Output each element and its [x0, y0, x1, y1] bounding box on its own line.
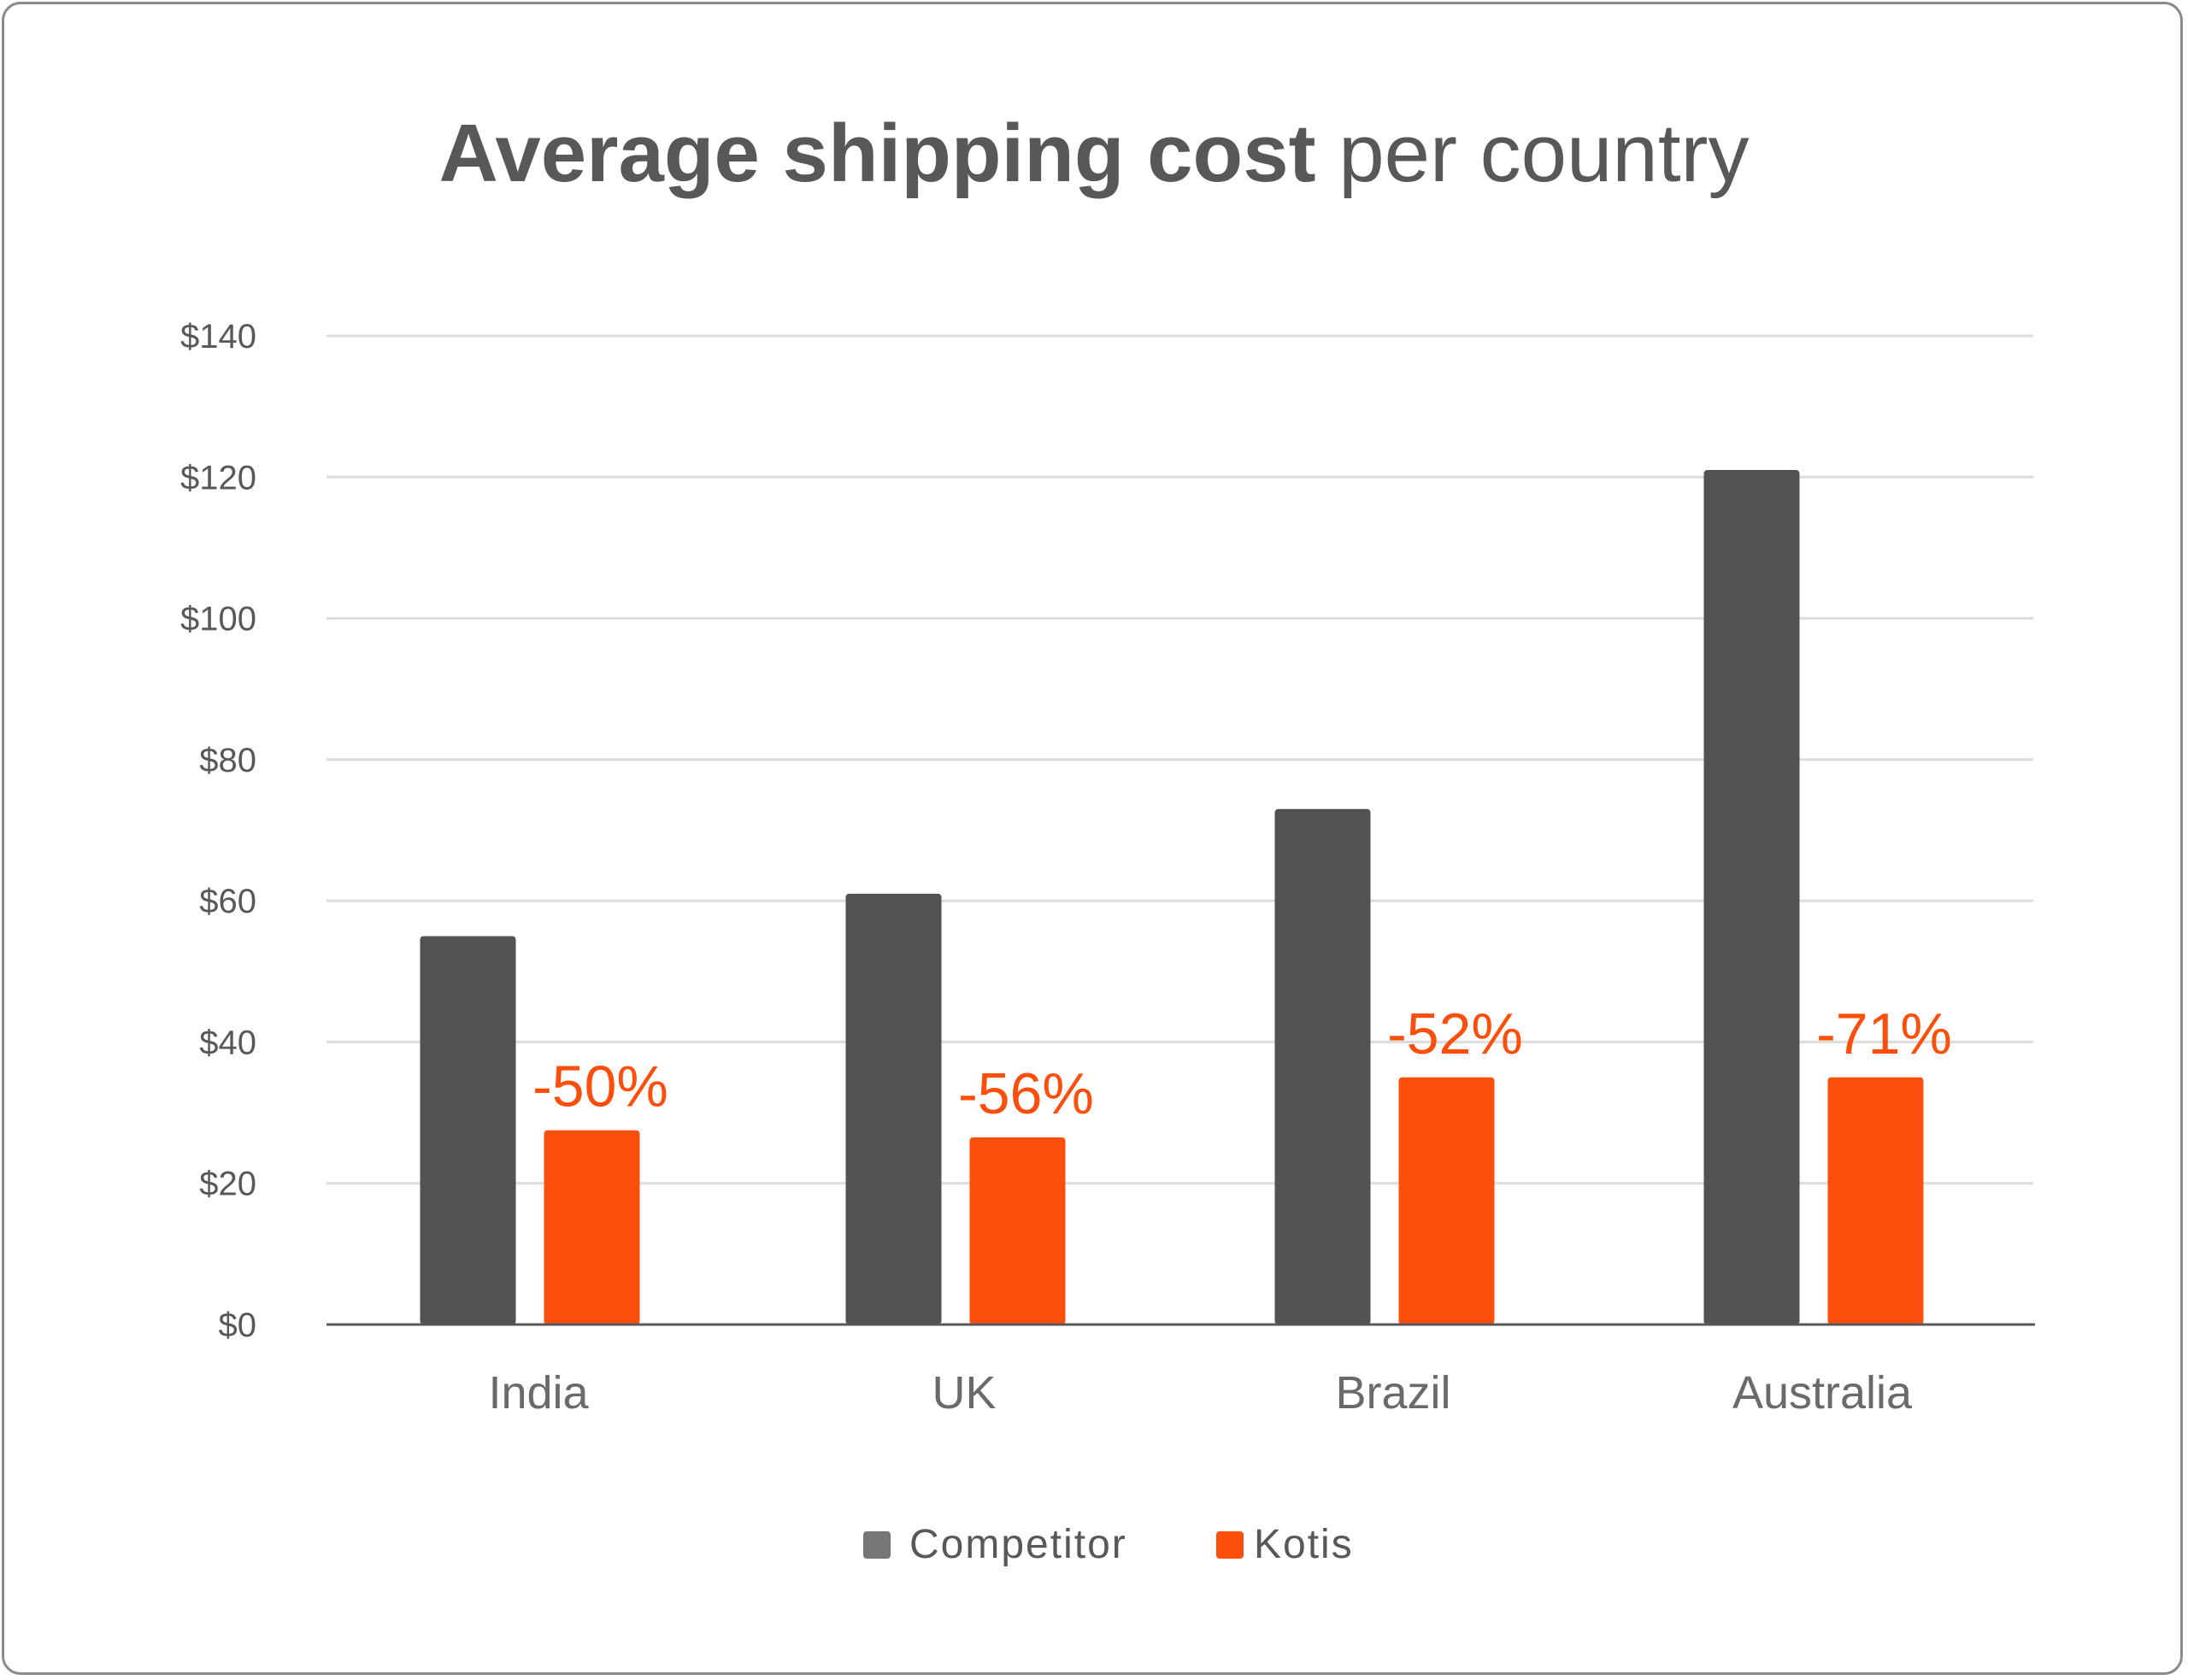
- legend: Competitor Kotis: [863, 1522, 1354, 1567]
- chart-title: Average shipping cost per country: [439, 108, 1750, 199]
- bar-kotis-brazil: [1398, 1077, 1495, 1325]
- bar-competitor-brazil: [1274, 808, 1371, 1325]
- bar-competitor-india: [420, 936, 516, 1325]
- y-tick-label: $20: [199, 1166, 256, 1203]
- percent-diff-label: -52%: [1387, 1002, 1523, 1066]
- y-tick-label: $40: [199, 1024, 256, 1061]
- y-tick-label: $60: [199, 883, 256, 920]
- percent-diff-label: -71%: [1816, 1002, 1952, 1066]
- percent-diff-label: -56%: [958, 1061, 1094, 1126]
- y-tick-label: $80: [199, 742, 256, 779]
- y-tick-label: $100: [180, 601, 256, 638]
- legend-label-competitor: Competitor: [909, 1522, 1127, 1567]
- y-axis-ticks: $0 $20 $40 $60 $80 $100 $120 $140: [180, 318, 256, 1344]
- y-tick-label: $120: [180, 459, 256, 496]
- bar-kotis-india: [544, 1130, 640, 1325]
- percent-diff-label: -50%: [532, 1054, 668, 1119]
- x-axis-ticks: India UK Brazil Australia: [488, 1367, 1913, 1419]
- y-tick-label: $0: [219, 1307, 257, 1344]
- legend-swatch-kotis: [1216, 1531, 1244, 1559]
- x-tick-label: Brazil: [1335, 1367, 1450, 1419]
- bars: [420, 470, 1924, 1325]
- bar-competitor-australia: [1703, 470, 1800, 1325]
- chart-title-bold: Average shipping cost: [439, 108, 1316, 199]
- bar-competitor-uk: [845, 893, 942, 1325]
- x-tick-label: Australia: [1732, 1367, 1913, 1419]
- legend-label-kotis: Kotis: [1254, 1522, 1354, 1567]
- annotations: -50% -56% -52% -71%: [532, 1002, 1952, 1126]
- bar-kotis-australia: [1827, 1077, 1924, 1325]
- x-tick-label: India: [488, 1367, 589, 1419]
- y-tick-label: $140: [180, 318, 256, 355]
- chart-title-regular: per country: [1338, 108, 1749, 199]
- bar-kotis-uk: [969, 1137, 1066, 1325]
- legend-swatch-competitor: [863, 1531, 891, 1559]
- x-tick-label: UK: [932, 1367, 996, 1419]
